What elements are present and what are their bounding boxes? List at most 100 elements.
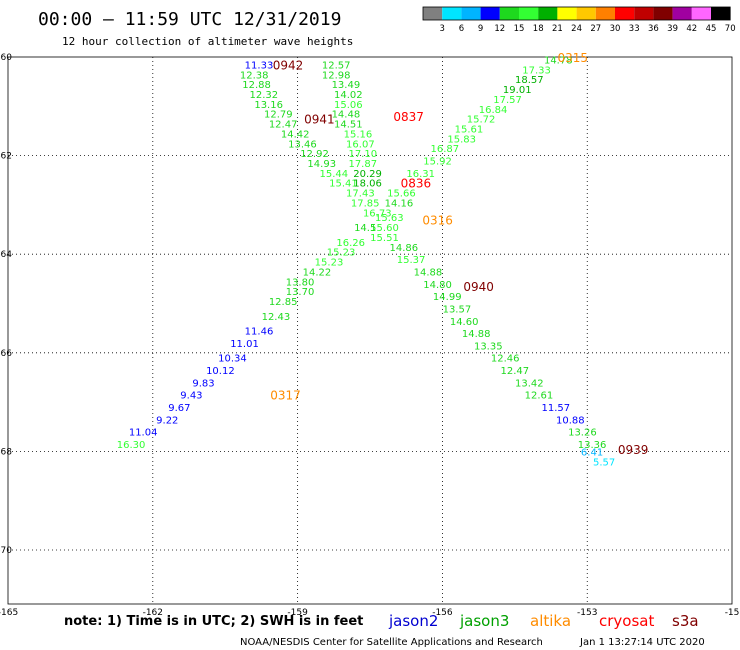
wave-height-value: 16.26 bbox=[336, 238, 365, 249]
wave-height-value: 13.35 bbox=[474, 341, 503, 352]
y-tick-label: -70 bbox=[0, 546, 12, 556]
colorbar-swatch bbox=[576, 7, 596, 20]
credit-text: NOAA/NESDIS Center for Satellite Applica… bbox=[240, 637, 543, 648]
wave-height-value: 12.47 bbox=[269, 120, 298, 131]
wave-height-value: 12.85 bbox=[269, 297, 298, 308]
wave-height-value: 13.70 bbox=[286, 287, 315, 298]
wave-height-value: 15.44 bbox=[320, 169, 349, 180]
satellite-legend-s3a: s3a bbox=[672, 612, 699, 630]
wave-height-value: 17.43 bbox=[346, 189, 375, 200]
colorbar-swatch bbox=[653, 7, 673, 20]
y-tick-label: -62 bbox=[0, 152, 12, 162]
wave-height-value: 14.51 bbox=[334, 120, 363, 131]
x-tick-label: -159 bbox=[287, 608, 308, 618]
wave-height-value: 9.22 bbox=[156, 415, 178, 426]
y-tick-label: -60 bbox=[0, 53, 12, 63]
wave-height-value: 11.33 bbox=[245, 60, 274, 71]
wave-height-value: 13.26 bbox=[568, 428, 597, 439]
plot-frame bbox=[7, 56, 733, 605]
colorbar-swatch bbox=[442, 7, 462, 20]
wave-height-value: 14.88 bbox=[462, 329, 491, 340]
wave-height-value: 15.60 bbox=[370, 223, 399, 234]
wave-height-value: 17.57 bbox=[493, 95, 522, 106]
chart-title: 00:00 – 11:59 UTC 12/31/2019 bbox=[38, 9, 341, 30]
wave-height-value: 12.88 bbox=[242, 80, 271, 91]
colorbar-outline bbox=[422, 6, 731, 21]
wave-height-value: 19.01 bbox=[503, 85, 532, 96]
wave-height-value: 13.57 bbox=[443, 304, 472, 315]
wave-height-value: 17.85 bbox=[351, 198, 380, 209]
colorbar-swatch bbox=[615, 7, 635, 20]
pass-time-label: 0316 bbox=[422, 214, 453, 228]
x-tick-label: -15 bbox=[725, 608, 740, 618]
pass-time-label: 0940 bbox=[463, 280, 494, 294]
pass-time-label: 0836 bbox=[401, 177, 432, 191]
pass-time-label: 0941 bbox=[304, 113, 335, 127]
wave-height-value: 17.33 bbox=[522, 65, 551, 76]
wave-height-value: 13.49 bbox=[332, 80, 361, 91]
wave-height-value: 14.48 bbox=[332, 110, 361, 121]
colorbar-swatch bbox=[672, 7, 692, 20]
y-tick-label: -68 bbox=[0, 447, 12, 457]
wave-height-value: 12.38 bbox=[240, 70, 269, 81]
colorbar-swatch bbox=[519, 7, 539, 20]
chart-subtitle: 12 hour collection of altimeter wave hei… bbox=[62, 35, 353, 48]
wave-height-value: 11.57 bbox=[542, 403, 571, 414]
wave-height-value: 9.43 bbox=[180, 391, 202, 402]
wave-height-value: 18.57 bbox=[515, 75, 544, 86]
colorbar-label: 30 bbox=[610, 24, 621, 34]
wave-height-value: 12.32 bbox=[250, 90, 279, 101]
x-tick-label: -153 bbox=[577, 608, 597, 618]
wave-height-value: 20.29 bbox=[353, 169, 382, 180]
generated-timestamp: Jan 1 13:27:14 UTC 2020 bbox=[579, 637, 705, 648]
colorbar-swatch bbox=[557, 7, 577, 20]
colorbar-swatch bbox=[711, 7, 731, 20]
pass-time-label: 0942 bbox=[273, 58, 304, 72]
wave-height-value: 15.16 bbox=[344, 129, 373, 140]
wave-height-value: 18.06 bbox=[353, 179, 382, 190]
wave-height-value: 15.23 bbox=[327, 248, 356, 259]
wave-height-value: 10.12 bbox=[206, 366, 235, 377]
satellite-legend-jason2: jason2 bbox=[388, 612, 438, 630]
wave-height-value: 14.80 bbox=[423, 280, 452, 291]
axis-ticks: -165 -162 -159 -156 -153 -15 -60 -62 -64 -66 -68 -7… bbox=[0, 53, 739, 618]
colorbar-label: 33 bbox=[629, 24, 640, 34]
wave-height-value: 14.60 bbox=[450, 317, 479, 328]
pass-time-label: 0939 bbox=[618, 443, 649, 457]
wave-height-value: 14.16 bbox=[385, 198, 414, 209]
wave-height-value: 16.73 bbox=[363, 208, 392, 219]
wave-height-value: 15.72 bbox=[467, 115, 496, 126]
satellite-legend-altika: altika bbox=[530, 612, 571, 630]
wave-height-value: 10.34 bbox=[218, 354, 247, 365]
colorbar-label: 6 bbox=[459, 24, 464, 34]
colorbar-label: 12 bbox=[494, 24, 505, 34]
colorbar-label: 21 bbox=[552, 24, 563, 34]
colorbar-label: 3 bbox=[439, 24, 444, 34]
colorbar-swatch bbox=[480, 7, 500, 20]
wave-height-value: 6.41 bbox=[581, 447, 603, 458]
wave-height-value: 16.07 bbox=[346, 139, 375, 150]
wave-height-values: 11.33 12.57 12.38 12.98 12.88 13.49 12.32 14.02… bbox=[117, 55, 615, 468]
wave-height-value: 16.30 bbox=[117, 440, 146, 451]
wave-height-value: 15.41 bbox=[329, 179, 358, 190]
wave-height-value: 11.01 bbox=[230, 339, 259, 350]
colorbar-swatch bbox=[499, 7, 519, 20]
wave-height-value: 16.84 bbox=[479, 105, 508, 116]
wave-height-value: 9.83 bbox=[192, 378, 214, 389]
colorbar-label: 27 bbox=[590, 24, 601, 34]
wave-height-value: 14.93 bbox=[307, 159, 336, 170]
y-tick-label: -66 bbox=[0, 349, 12, 359]
wave-height-value: 15.51 bbox=[370, 233, 399, 244]
colorbar-swatch bbox=[461, 7, 481, 20]
colorbar-label: 39 bbox=[667, 24, 678, 34]
plot-grid bbox=[7, 56, 733, 605]
wave-height-value: 15.06 bbox=[334, 100, 363, 111]
wave-height-value: 10.88 bbox=[556, 415, 585, 426]
wave-height-value: 9.67 bbox=[168, 403, 190, 414]
wave-height-value: 15.63 bbox=[375, 213, 404, 224]
wave-height-value: 12.98 bbox=[322, 70, 351, 81]
colorbar-label: 15 bbox=[514, 24, 525, 34]
wave-height-value: 14.88 bbox=[414, 267, 443, 278]
